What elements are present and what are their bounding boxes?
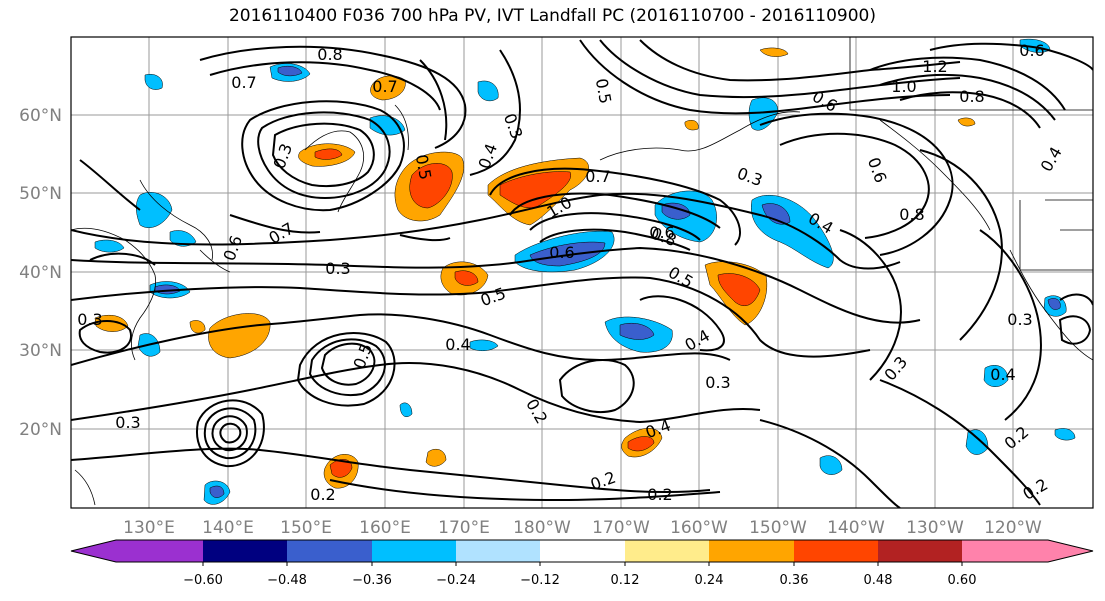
negative-anomaly-patch: [94, 239, 125, 253]
negative-anomaly-patch: [277, 65, 303, 77]
colorbar-segment: [625, 540, 709, 562]
negative-anomaly-patch: [144, 74, 163, 90]
map-plot-area: 0.8 0.7 0.7 0.5 0.4 0.3 0.5 0.3 1.0 0.7 …: [70, 36, 1094, 509]
contour-label: 0.5: [592, 77, 615, 105]
longitude-label: 150°E: [280, 518, 332, 538]
longitude-label: 120°W: [984, 518, 1042, 538]
longitude-label: 130°E: [123, 518, 175, 538]
contour-label: 0.2: [647, 485, 672, 504]
latitude-label: 30°N: [19, 341, 62, 361]
contour-label: 0.8: [899, 205, 924, 224]
latitude-label: 20°N: [19, 420, 62, 440]
contour-label: 0.7: [372, 77, 397, 96]
colorbar-tick-label: −0.24: [436, 573, 476, 588]
colorbar-segment: [203, 540, 287, 562]
negative-anomaly-patch: [369, 115, 406, 136]
map-title: 2016110400 F036 700 hPa PV, IVT Landfall…: [228, 6, 876, 26]
coastlines: [71, 37, 1093, 506]
latitude-labels: 60°N 50°N 40°N 30°N 20°N: [19, 106, 62, 440]
contour-label: 0.4: [990, 365, 1015, 384]
colorbar-outline: [70, 539, 1094, 563]
negative-anomaly-patch: [469, 339, 499, 351]
longitude-label: 160°W: [670, 518, 728, 538]
positive-anomaly-patch: [684, 120, 699, 131]
positive-anomaly-patch: [627, 436, 655, 452]
longitude-label: 170°E: [438, 518, 490, 538]
contour-label: 0.2: [310, 485, 335, 504]
negative-anomaly-patch: [819, 455, 843, 475]
colorbar-segment: [287, 540, 372, 562]
contour-label: 0.4: [445, 335, 470, 354]
contour-label: 0.6: [1019, 41, 1044, 60]
colorbar-tick-label: −0.12: [520, 573, 560, 588]
contour-label: 1.0: [891, 77, 916, 96]
negative-anomaly-patch: [619, 322, 655, 340]
contour-label: 0.8: [959, 87, 984, 106]
colorbar-tick-label: −0.48: [267, 573, 307, 588]
colorbar-tick-label: −0.60: [183, 573, 223, 588]
longitude-label: 130°W: [906, 518, 964, 538]
contour-label: 0.8: [317, 45, 342, 64]
negative-anomaly-patch: [1054, 428, 1076, 441]
negative-anomaly-patch: [399, 402, 413, 417]
colorbar-tick-label: −0.36: [352, 573, 392, 588]
positive-anomaly-patch: [454, 270, 479, 286]
colorbar-segment: [456, 540, 540, 562]
contour-label: 1.2: [922, 57, 947, 76]
pv-contours: [71, 39, 1093, 508]
contour-label: 0.6: [549, 243, 574, 262]
longitude-label: 180°W: [513, 518, 571, 538]
negative-anomaly-patch: [477, 80, 499, 102]
colorbar-tick-label: 0.12: [611, 573, 640, 588]
colorbar-segment: [709, 540, 794, 562]
contour-label: 0.3: [1007, 310, 1032, 329]
positive-anomaly-patch: [717, 273, 761, 306]
positive-anomaly-patch: [957, 117, 976, 127]
longitude-label: 150°W: [749, 518, 807, 538]
positive-anomaly-patch: [94, 315, 129, 332]
longitude-label: 160°E: [359, 518, 411, 538]
positive-anomaly-patch: [409, 163, 453, 209]
colorbar-tick-label: 0.60: [948, 573, 977, 588]
colorbar-segment: [794, 540, 878, 562]
positive-anomaly-patch: [499, 171, 572, 209]
positive-anomaly-patch: [759, 47, 789, 57]
contour-label: 0.3: [77, 310, 102, 329]
negative-anomaly-patch: [209, 485, 225, 498]
colorbar-segment: [878, 540, 962, 562]
ivt-shading: [94, 38, 1076, 505]
contour-label: 0.7: [231, 73, 256, 92]
negative-anomaly-patch: [1047, 298, 1061, 310]
longitude-label: 140°E: [202, 518, 254, 538]
colorbar-segment: [372, 540, 456, 562]
latitude-label: 50°N: [19, 184, 62, 204]
contour-label: 0.3: [705, 373, 730, 392]
contour-label: 0.3: [115, 413, 140, 432]
latitude-label: 40°N: [19, 263, 62, 283]
negative-anomaly-patch: [983, 365, 1009, 387]
positive-anomaly-patch: [425, 449, 447, 467]
positive-anomaly-patch: [189, 320, 206, 334]
contour-label: 0.3: [325, 259, 350, 278]
colorbar-segment: [962, 540, 1093, 562]
contour-label: 0.5: [412, 153, 435, 181]
colorbar-segment: [540, 540, 625, 562]
colorbar-tick-label: 0.36: [780, 573, 809, 588]
positive-anomaly-patch: [370, 75, 406, 101]
colorbar-tick-label: 0.24: [695, 573, 724, 588]
longitude-label: 140°W: [827, 518, 885, 538]
colorbar-segment: [71, 540, 203, 562]
negative-anomaly-patch: [529, 241, 606, 267]
colorbar: −0.60 −0.48 −0.36 −0.24 −0.12 0.12 0.24 …: [70, 539, 1094, 588]
contour-label: 0.6: [649, 223, 674, 242]
longitude-label: 170°W: [592, 518, 650, 538]
latitude-label: 60°N: [19, 106, 62, 126]
positive-anomaly-patch: [314, 148, 343, 160]
colorbar-tick-label: 0.48: [864, 573, 893, 588]
contour-label: 0.7: [585, 167, 610, 186]
longitude-labels: 130°E 140°E 150°E 160°E 170°E 180°W 170°…: [123, 518, 1042, 538]
map-frame: [70, 36, 1094, 509]
